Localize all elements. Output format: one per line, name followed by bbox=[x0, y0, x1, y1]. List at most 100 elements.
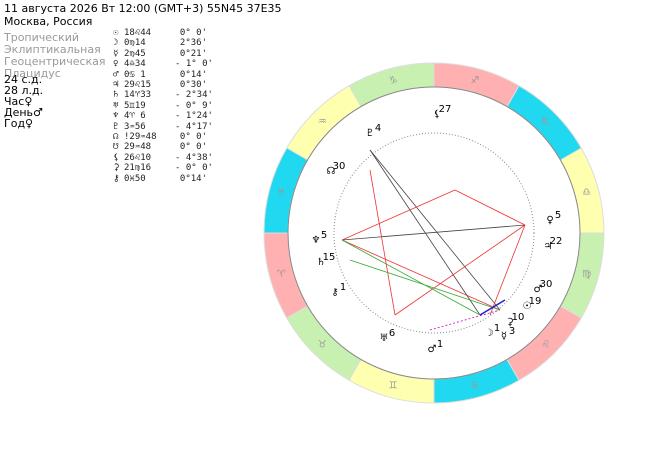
place: Москва, Россия bbox=[4, 15, 93, 28]
latitude: 0° 0' bbox=[179, 28, 207, 38]
planet-glyph: ♆ bbox=[113, 111, 119, 122]
planet-degree: 30 bbox=[540, 279, 553, 290]
info: 24 с.д. bbox=[4, 73, 43, 86]
position: 0♍14 bbox=[124, 38, 146, 49]
planet-degree: 4 bbox=[375, 123, 381, 134]
latitude: 0°14' bbox=[179, 69, 207, 80]
sign-glyph: ♎ bbox=[582, 187, 591, 198]
latitude: 0° 0' bbox=[179, 132, 207, 142]
position: 3♒56 bbox=[124, 121, 146, 132]
setting: Тропический bbox=[4, 31, 80, 44]
latitude: 0°30' bbox=[179, 80, 207, 90]
planet-glyph: ♆ bbox=[312, 235, 321, 246]
position: 4♈ 6 bbox=[124, 111, 146, 122]
position: 4♎34 bbox=[124, 59, 146, 70]
aspect-circle bbox=[333, 132, 535, 334]
planet-degree: 19 bbox=[529, 296, 542, 307]
sign-glyph: ♋ bbox=[470, 381, 479, 392]
position: !29♒48 bbox=[124, 132, 157, 142]
planet-degree: 27 bbox=[439, 104, 452, 115]
position: 29♌15 bbox=[124, 80, 152, 90]
planet-glyph: ♀ bbox=[113, 59, 119, 70]
planet-glyph: ♂ bbox=[113, 69, 119, 80]
latitude: 2°36' bbox=[179, 38, 207, 49]
planet-glyph: ⚳ bbox=[113, 163, 120, 174]
planet-degree: 5 bbox=[555, 210, 561, 221]
planet-glyph: ♀ bbox=[546, 215, 553, 226]
position: 14♈33 bbox=[124, 90, 152, 101]
header: 11 августа 2026 Вт 12:00 (GMT+3) 55N45 3… bbox=[4, 2, 282, 15]
planet-glyph: ♂ bbox=[428, 344, 437, 355]
planet-glyph: ☉ bbox=[523, 301, 532, 312]
latitude: - 4°17' bbox=[175, 121, 213, 132]
sign-glyph: ♌ bbox=[541, 340, 550, 351]
planet-glyph: ⚷ bbox=[331, 287, 338, 298]
sign-glyph: ♍ bbox=[582, 269, 591, 280]
planet-glyph: ♅ bbox=[113, 100, 119, 111]
planet-glyph: ♅ bbox=[380, 333, 389, 344]
aspect-lines bbox=[341, 149, 526, 331]
planet-degree: 22 bbox=[550, 236, 563, 247]
latitude: 0°21' bbox=[179, 48, 207, 59]
info: 28 л.д. bbox=[4, 84, 44, 97]
planet-glyph: ♇ bbox=[113, 121, 119, 132]
planet-glyph: ♄ bbox=[113, 90, 119, 101]
position: 21♍16 bbox=[124, 163, 152, 174]
latitude: - 2°34' bbox=[175, 90, 213, 101]
inner-circle bbox=[287, 86, 581, 380]
planet-glyph: ☽ bbox=[485, 328, 494, 339]
planet-glyph: ☿ bbox=[113, 48, 119, 59]
sign-glyph: ♒ bbox=[318, 116, 327, 127]
info: Час♀ bbox=[4, 95, 33, 108]
sign-glyph: ♈ bbox=[277, 269, 286, 280]
planet-degree: 30 bbox=[333, 161, 346, 172]
planet-glyph: ♂ bbox=[534, 284, 543, 295]
planet-degree: 1 bbox=[494, 323, 500, 334]
position: 2♍45 bbox=[124, 48, 146, 59]
position: 0♓50 bbox=[124, 173, 146, 184]
planet-glyph: ☿ bbox=[501, 331, 507, 342]
latitude: - 1°24' bbox=[175, 111, 213, 122]
planet-glyph: ♇ bbox=[366, 128, 375, 139]
planet-glyph: ⚸ bbox=[433, 109, 440, 120]
position: 0♋ 1 bbox=[124, 69, 146, 80]
sign-glyph: ♐ bbox=[470, 75, 479, 86]
planet-glyph: ☊ bbox=[327, 166, 336, 177]
planet-degree: 5 bbox=[321, 230, 327, 241]
sign-glyph: ♑ bbox=[389, 75, 398, 86]
planet-glyph: ☋ bbox=[113, 142, 119, 153]
sign-glyph: ♉ bbox=[318, 340, 327, 351]
planet-glyph: ♃ bbox=[113, 80, 119, 90]
sign-glyph: ♊ bbox=[389, 381, 398, 392]
info: Год♀ bbox=[4, 117, 34, 130]
setting: Геоцентрическая bbox=[4, 55, 106, 68]
planet-degree: 1 bbox=[340, 282, 346, 293]
planet-degree: 10 bbox=[512, 312, 525, 323]
planet-glyph: ⚸ bbox=[113, 152, 120, 163]
planet-degree: 3 bbox=[509, 326, 515, 337]
setting: Плацидус bbox=[4, 67, 61, 80]
latitude: 0° 0' bbox=[179, 142, 207, 153]
position: 18♌44 bbox=[124, 28, 152, 38]
sign-glyph: ♏ bbox=[541, 116, 550, 127]
planet-glyph: ☉ bbox=[113, 28, 119, 38]
planet-glyph: ♄ bbox=[317, 257, 326, 268]
planet-degree: 15 bbox=[323, 252, 336, 263]
planet-degree: 6 bbox=[389, 328, 395, 339]
planet-glyph: ☊ bbox=[113, 132, 119, 142]
info: День♂ bbox=[4, 106, 43, 119]
planet-glyph: ☽ bbox=[113, 38, 119, 49]
sign-glyph: ♓ bbox=[277, 187, 286, 198]
planet-glyph: ⚳ bbox=[506, 317, 513, 328]
position: 5♊19 bbox=[124, 100, 146, 111]
latitude: - 4°38' bbox=[175, 152, 213, 163]
planet-degree: 1 bbox=[437, 339, 443, 350]
planet-glyph: ⚷ bbox=[113, 173, 120, 184]
position: 26♌10 bbox=[124, 152, 152, 163]
setting: Эклиптикальная bbox=[4, 43, 101, 56]
latitude: 0°14' bbox=[179, 173, 207, 184]
planet-glyph: ♃ bbox=[544, 241, 553, 252]
position: 29♒48 bbox=[124, 142, 152, 153]
